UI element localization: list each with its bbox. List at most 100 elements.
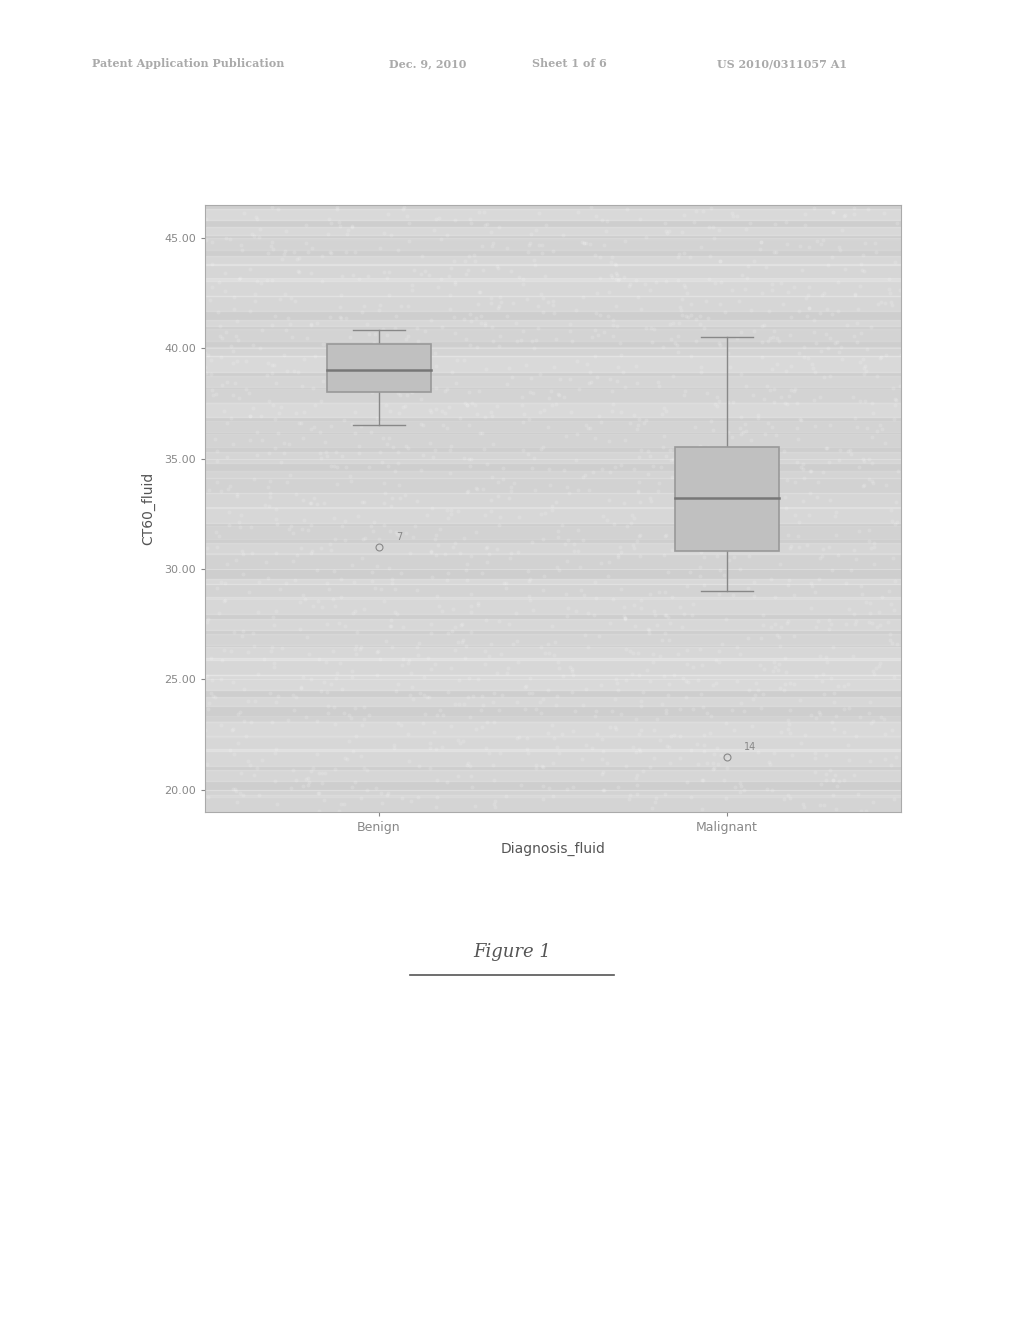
Bar (205, 717, 901, 721)
Point (468, 337, 484, 358)
Point (463, 583, 479, 605)
Point (450, 350, 466, 371)
Point (365, 520, 381, 541)
Point (637, 409, 653, 430)
Point (484, 692, 501, 713)
Point (698, 463, 715, 484)
Point (490, 296, 507, 317)
Point (548, 329, 564, 350)
Point (859, 199, 876, 220)
Point (697, 536, 714, 557)
Point (434, 601, 451, 622)
Bar (205, 507, 901, 524)
Point (788, 417, 805, 438)
Point (467, 395, 483, 416)
Point (213, 572, 229, 593)
Point (228, 792, 245, 813)
Point (782, 355, 799, 376)
Point (609, 545, 626, 566)
Point (355, 296, 372, 317)
Point (422, 738, 438, 759)
Point (847, 614, 863, 635)
Point (862, 692, 879, 713)
Point (742, 513, 759, 535)
Point (433, 228, 450, 249)
Point (428, 378, 444, 399)
Point (479, 711, 496, 733)
Point (591, 405, 607, 426)
Point (357, 528, 374, 549)
Point (256, 648, 272, 669)
Point (807, 360, 823, 381)
Point (372, 238, 388, 259)
Point (302, 669, 318, 690)
Point (315, 789, 332, 810)
Point (389, 383, 406, 404)
Point (478, 609, 495, 630)
Point (463, 766, 479, 787)
Point (306, 417, 323, 438)
Point (736, 779, 753, 800)
Point (792, 689, 808, 710)
Point (858, 417, 874, 438)
Point (333, 308, 349, 329)
Point (763, 616, 779, 638)
Point (836, 206, 852, 227)
Point (463, 449, 479, 470)
Point (828, 524, 845, 545)
Point (591, 624, 607, 645)
Point (474, 685, 490, 706)
Point (367, 323, 383, 345)
Point (785, 673, 802, 694)
Point (785, 583, 802, 605)
Point (763, 569, 779, 590)
Point (338, 242, 354, 263)
Point (804, 354, 820, 375)
Point (627, 615, 643, 636)
Bar (205, 421, 901, 433)
Point (443, 499, 460, 520)
Point (446, 273, 463, 294)
Point (709, 396, 725, 417)
Point (532, 702, 549, 723)
Point (544, 714, 560, 735)
Point (672, 597, 688, 618)
Bar (205, 389, 901, 403)
Point (802, 461, 818, 482)
Point (712, 640, 728, 661)
Point (885, 548, 901, 569)
Point (796, 337, 812, 358)
Point (467, 251, 483, 272)
Point (892, 280, 908, 301)
Point (608, 315, 625, 337)
Point (856, 475, 872, 496)
Point (873, 418, 890, 440)
Point (609, 680, 626, 701)
Point (712, 560, 728, 581)
Point (830, 236, 847, 257)
Point (833, 239, 849, 260)
Point (251, 337, 267, 358)
Point (537, 643, 553, 664)
Point (770, 330, 786, 351)
Point (332, 297, 348, 318)
Point (676, 603, 692, 624)
Point (327, 595, 343, 616)
Point (825, 770, 842, 791)
Point (461, 667, 477, 688)
Point (635, 681, 651, 702)
Point (615, 606, 632, 627)
Point (527, 698, 544, 719)
Point (384, 573, 400, 594)
Point (266, 408, 283, 429)
Point (281, 308, 297, 329)
Point (588, 587, 604, 609)
Point (852, 391, 868, 412)
Bar (205, 356, 901, 372)
Point (499, 305, 515, 326)
Point (376, 591, 392, 612)
Point (486, 796, 503, 817)
Point (438, 417, 455, 438)
Point (608, 296, 625, 317)
Point (706, 228, 722, 249)
